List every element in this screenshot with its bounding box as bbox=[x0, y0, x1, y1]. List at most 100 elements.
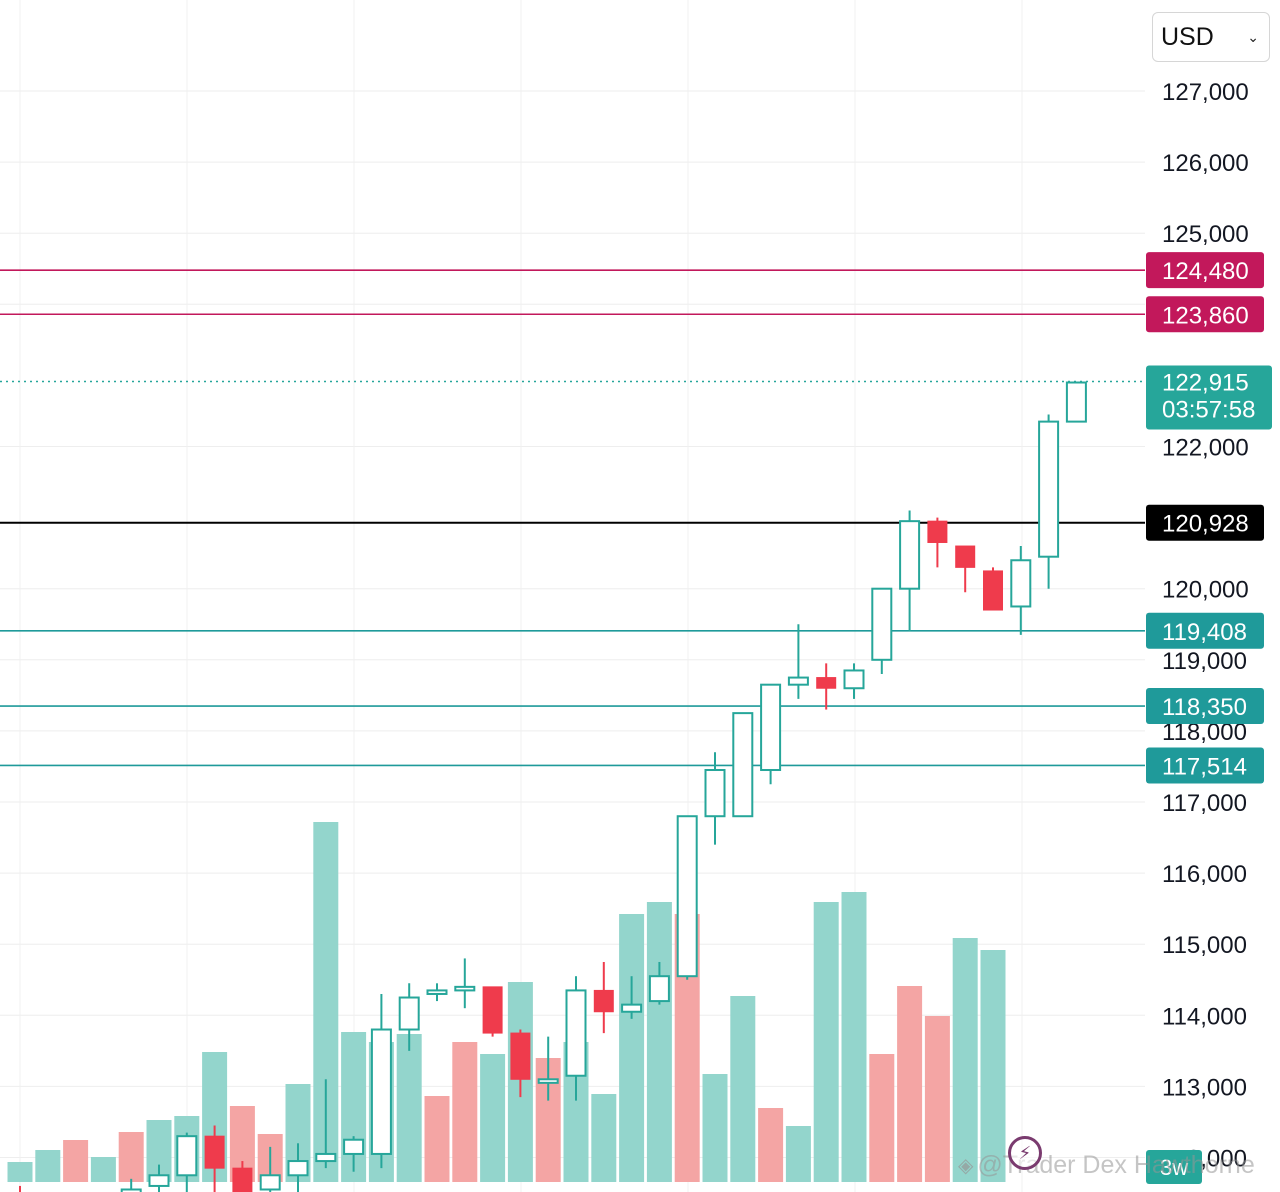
price-label-text: 117,514 bbox=[1162, 753, 1247, 780]
candle bbox=[120, 1178, 142, 1192]
price-label-text: 119,408 bbox=[1162, 619, 1247, 646]
volume-bar bbox=[841, 892, 867, 1182]
candle bbox=[1038, 414, 1060, 589]
lightning-logo-icon: ⚡ bbox=[1008, 1136, 1042, 1170]
price-label-support: 117,514 bbox=[1146, 747, 1264, 784]
volume-bar bbox=[7, 1162, 33, 1182]
volume-bar bbox=[952, 938, 978, 1182]
price-label-bg bbox=[1146, 296, 1264, 333]
price-label-bg bbox=[1146, 504, 1264, 541]
candle bbox=[787, 624, 809, 699]
candle-body bbox=[787, 676, 809, 686]
volume-bar bbox=[897, 986, 923, 1182]
volume-bar bbox=[63, 1140, 89, 1182]
y-tick-label: 125,000 bbox=[1162, 221, 1249, 248]
countdown-timer: 03:57:58 bbox=[1162, 396, 1255, 423]
price-label-resistance: 123,860 bbox=[1146, 296, 1264, 333]
candle bbox=[927, 517, 948, 568]
candle-body bbox=[287, 1160, 309, 1177]
price-label-bg bbox=[1146, 612, 1264, 649]
price-label-bg bbox=[1146, 688, 1264, 725]
candle bbox=[1065, 381, 1087, 423]
candle bbox=[983, 567, 1003, 611]
candle bbox=[732, 712, 754, 818]
volume-bar bbox=[646, 902, 672, 1182]
candle-body bbox=[537, 1078, 559, 1084]
candle-body bbox=[176, 1135, 198, 1177]
current-price-bg bbox=[1146, 365, 1272, 430]
candle bbox=[426, 983, 448, 1002]
price-label-bg bbox=[1146, 252, 1264, 289]
price-label-highlight: 120,928 bbox=[1146, 504, 1264, 541]
y-tick-label: 120,000 bbox=[1162, 577, 1249, 604]
candle-body bbox=[955, 545, 976, 568]
candle-body bbox=[704, 769, 726, 818]
candle-body bbox=[148, 1174, 170, 1187]
candle-body bbox=[259, 1174, 281, 1191]
binance-icon: ◈ bbox=[958, 1154, 974, 1177]
candle-body bbox=[732, 712, 754, 818]
candle bbox=[343, 1136, 365, 1172]
candle bbox=[899, 510, 921, 632]
candle-body bbox=[370, 1028, 392, 1155]
candle bbox=[176, 1132, 198, 1192]
y-tick-label: 116,000 bbox=[1162, 861, 1247, 888]
candle-body bbox=[565, 989, 587, 1077]
candle bbox=[704, 752, 726, 845]
candle-body bbox=[621, 1003, 643, 1013]
partial-label-bg bbox=[1146, 1150, 1202, 1184]
candle-body bbox=[426, 989, 448, 995]
candle bbox=[204, 1125, 225, 1192]
candles bbox=[19, 381, 1087, 1192]
y-tick-label: 126,000 bbox=[1162, 150, 1249, 177]
y-tick-label: 127,000 bbox=[1162, 79, 1249, 106]
candle-body bbox=[983, 570, 1003, 611]
candle-body bbox=[899, 520, 921, 590]
y-tick-label: 119,000 bbox=[1162, 648, 1247, 675]
candle bbox=[537, 1036, 559, 1101]
volume-bars bbox=[7, 822, 1006, 1182]
candle bbox=[259, 1146, 281, 1192]
volume-bar bbox=[730, 996, 756, 1182]
candle-body bbox=[454, 985, 476, 992]
currency-selector[interactable]: USD ⌄ bbox=[1152, 12, 1270, 62]
candle bbox=[398, 983, 420, 1051]
volume-bar bbox=[452, 1042, 478, 1182]
candle-body bbox=[510, 1032, 531, 1080]
volume-bar bbox=[118, 1132, 144, 1182]
volume-bar bbox=[424, 1096, 450, 1182]
volume-bar bbox=[90, 1157, 116, 1182]
candle bbox=[287, 1143, 309, 1192]
volume-bar bbox=[785, 1126, 811, 1182]
candle-body bbox=[315, 1152, 337, 1163]
price-label-resistance: 124,480 bbox=[1146, 252, 1264, 289]
current-price-value: 122,915 bbox=[1162, 369, 1249, 396]
y-tick-label: 122,000 bbox=[1162, 435, 1249, 462]
volume-bar bbox=[758, 1108, 784, 1182]
volume-bar bbox=[396, 1034, 422, 1182]
candle bbox=[510, 1029, 531, 1098]
price-label-support: 118,350 bbox=[1146, 688, 1264, 725]
price-labels: 124,480 123,860 120,928 119,408 118,350 117,5… bbox=[1146, 252, 1272, 1184]
candle-body bbox=[232, 1167, 253, 1192]
candle-body bbox=[1038, 420, 1060, 558]
candle bbox=[232, 1161, 253, 1192]
candle-body bbox=[1010, 559, 1032, 608]
candle bbox=[454, 958, 476, 1009]
candle bbox=[843, 663, 865, 699]
currency-value: USD bbox=[1161, 22, 1214, 51]
volume-bar bbox=[591, 1094, 617, 1182]
y-tick-label: 115,000 bbox=[1162, 932, 1247, 959]
watermark: ◈ ⚡ @Trader Dex Hawthorne bbox=[958, 1136, 1255, 1184]
candle-body bbox=[593, 989, 614, 1013]
price-label-bg bbox=[1146, 747, 1264, 784]
partial-axis-label: 3w bbox=[1146, 1150, 1202, 1184]
candle bbox=[315, 1079, 337, 1169]
candle-body bbox=[343, 1138, 365, 1155]
candle bbox=[871, 587, 893, 675]
chevron-down-icon: ⌄ bbox=[1247, 28, 1259, 45]
candle-body bbox=[816, 677, 837, 689]
candle bbox=[148, 1164, 170, 1192]
